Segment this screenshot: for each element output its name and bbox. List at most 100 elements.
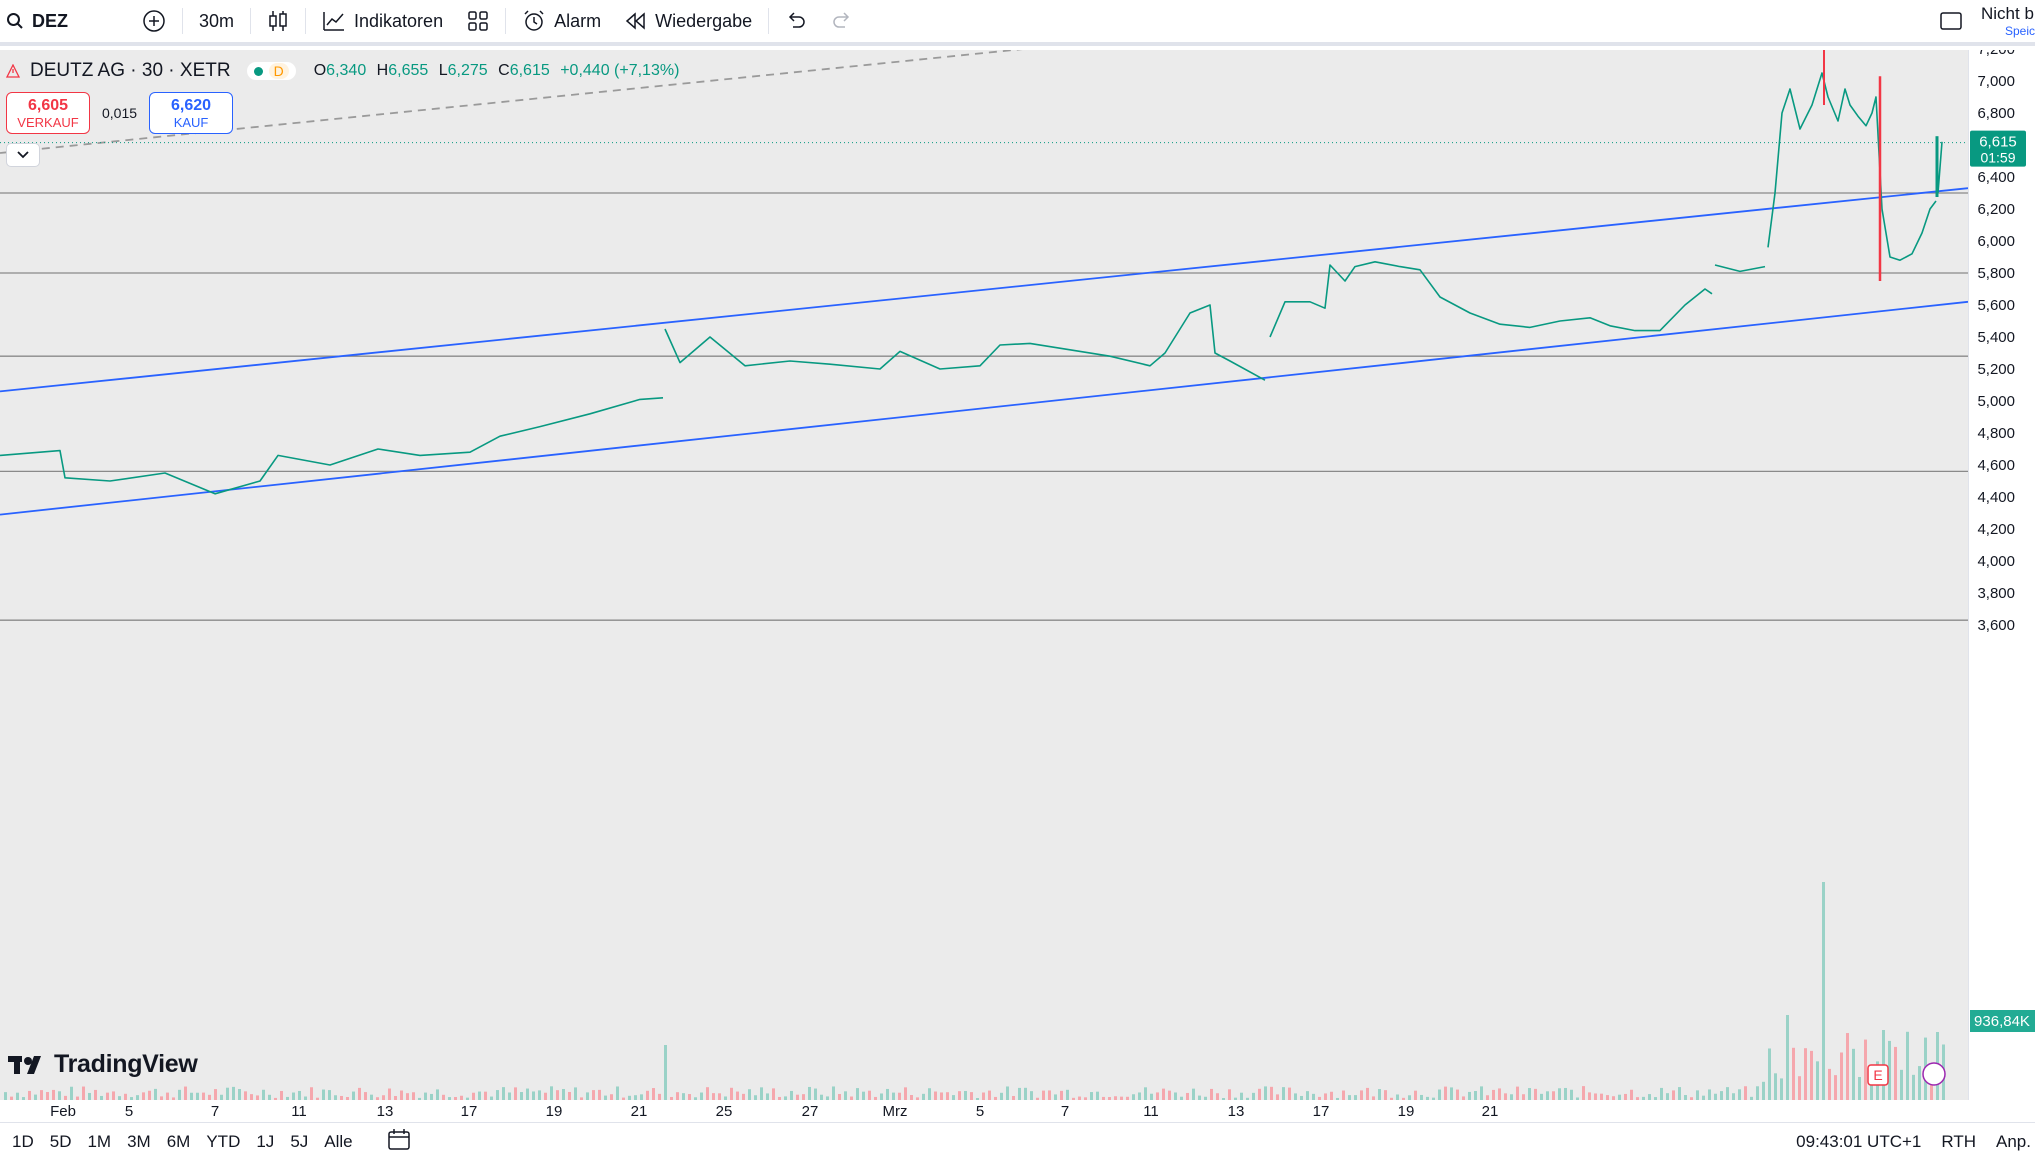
chart-type-button[interactable] <box>255 0 301 44</box>
volume-bar <box>1486 1095 1489 1100</box>
volume-bar <box>1270 1086 1273 1100</box>
undo-button[interactable] <box>773 0 819 44</box>
chart-pane[interactable]: E <box>0 50 1968 1100</box>
volume-bar <box>940 1092 943 1100</box>
volume-bar <box>682 1093 685 1100</box>
volume-bar <box>1234 1097 1237 1100</box>
volume-bar <box>1474 1091 1477 1100</box>
calendar-icon <box>387 1128 410 1150</box>
tradingview-logo[interactable]: TradingView <box>8 1050 198 1079</box>
warning-icon <box>6 64 20 78</box>
redo-icon <box>833 12 850 28</box>
compare-button[interactable] <box>130 0 178 44</box>
clock[interactable]: 09:43:01 UTC+1 <box>1796 1132 1922 1151</box>
save-status[interactable]: Nicht b Speic <box>1975 4 2035 38</box>
volume-bar <box>796 1094 799 1100</box>
range-tab[interactable]: 3M <box>127 1132 151 1151</box>
volume-bar <box>1084 1097 1087 1100</box>
volume-bar <box>520 1092 523 1100</box>
symbol-search[interactable]: DEZ <box>0 0 80 44</box>
sell-button[interactable]: 6,605 VERKAUF <box>6 92 90 134</box>
volume-bar <box>556 1090 559 1100</box>
buy-button[interactable]: 6,620 KAUF <box>149 92 234 134</box>
indicators-icon <box>323 12 345 31</box>
price-tick-label: 3,800 <box>1977 585 2015 602</box>
volume-bar <box>328 1090 331 1100</box>
volume-bar <box>1852 1048 1855 1100</box>
candles-icon <box>269 11 287 31</box>
range-tab[interactable]: 6M <box>166 1132 191 1151</box>
volume-bar <box>568 1091 571 1100</box>
time-tick-label: 13 <box>1228 1103 1245 1120</box>
volume-bar <box>322 1089 325 1100</box>
volume-bar <box>988 1090 991 1100</box>
volume-bar <box>1378 1089 1381 1100</box>
volume-bar <box>208 1094 211 1100</box>
volume-bar <box>1660 1087 1663 1100</box>
top-toolbar: DEZ 30m Indikatoren Alarm Wiedergabe Nic… <box>0 0 2035 46</box>
volume-bar <box>1402 1097 1405 1100</box>
replay-button[interactable]: Wiedergabe <box>613 0 764 44</box>
volume-bar <box>628 1095 631 1100</box>
range-tab[interactable]: 5J <box>290 1132 309 1151</box>
volume-bar <box>718 1093 721 1100</box>
volume-bar <box>1294 1093 1297 1100</box>
symbol-title[interactable]: DEUTZ AG · 30 · XETR <box>30 60 231 81</box>
volume-bar <box>142 1092 145 1100</box>
collapse-legend-button[interactable] <box>6 143 40 167</box>
volume-bar <box>634 1095 637 1100</box>
tradingview-logo-icon <box>8 1055 41 1074</box>
scale-auto-toggle[interactable]: Anp. <box>1996 1132 2031 1151</box>
volume-label: 936,84K <box>1974 1013 2030 1030</box>
volume-bar <box>910 1095 913 1100</box>
range-tab[interactable]: YTD <box>206 1132 241 1151</box>
volume-bar <box>10 1096 13 1100</box>
volume-bar <box>1492 1089 1495 1100</box>
interval-button[interactable]: 30m <box>187 0 246 44</box>
fullscreen-button[interactable] <box>1927 0 1975 44</box>
volume-bar <box>838 1093 841 1100</box>
indicators-label: Indikatoren <box>354 10 444 31</box>
range-tab[interactable]: 1M <box>87 1132 112 1151</box>
volume-bar <box>1546 1091 1549 1100</box>
alarm-button[interactable]: Alarm <box>510 0 613 44</box>
session-toggle[interactable]: RTH <box>1941 1132 1977 1151</box>
redo-button[interactable] <box>819 0 865 44</box>
price-chart[interactable]: E <box>0 50 1968 1100</box>
earnings-marker: E <box>1867 1064 1889 1086</box>
range-tab[interactable]: 1J <box>256 1132 275 1151</box>
volume-bar <box>1672 1090 1675 1100</box>
time-axis[interactable]: Feb 5 7 11 13 17 19 21 25 27 Mrz 5 7 11 13 17 19 21 <box>0 1100 2035 1122</box>
volume-bar <box>70 1086 73 1100</box>
indicators-button[interactable]: Indikatoren <box>310 0 455 44</box>
symbol-label: DEZ <box>32 10 68 31</box>
market-status-badge[interactable]: D <box>246 62 296 80</box>
volume-bar <box>160 1096 163 1100</box>
volume-bar <box>340 1095 343 1100</box>
volume-bar <box>1540 1093 1543 1100</box>
range-tab[interactable]: 1D <box>12 1132 34 1151</box>
volume-bar <box>1096 1091 1099 1100</box>
price-tick-label: 7,000 <box>1977 73 2015 90</box>
volume-bar <box>928 1088 931 1100</box>
time-tick-label: 7 <box>1061 1103 1069 1120</box>
volume-bar <box>1300 1095 1303 1100</box>
price-path-segment <box>1767 72 1937 261</box>
range-tab[interactable]: Alle <box>324 1132 353 1151</box>
volume-bar <box>1348 1095 1351 1100</box>
volume-bar <box>1324 1093 1327 1100</box>
volume-bar <box>466 1097 469 1100</box>
current-price-badge <box>1970 130 2026 167</box>
price-axis[interactable]: 8,4008,2008,0007,8007,6007,4007,2007,000… <box>1968 9 2035 1118</box>
price-tick-label: 4,000 <box>1977 553 2015 570</box>
interval-label: 30m <box>199 10 235 31</box>
volume-bar <box>862 1091 865 1100</box>
goto-date-button[interactable] <box>387 1128 413 1157</box>
volume-bar <box>1666 1093 1669 1100</box>
range-tab[interactable]: 5D <box>49 1132 72 1151</box>
volume-bar <box>1414 1090 1417 1100</box>
layouts-button[interactable] <box>455 0 501 44</box>
volume-bar <box>1774 1073 1777 1100</box>
volume-bar <box>886 1088 889 1100</box>
volume-bar <box>538 1090 541 1100</box>
